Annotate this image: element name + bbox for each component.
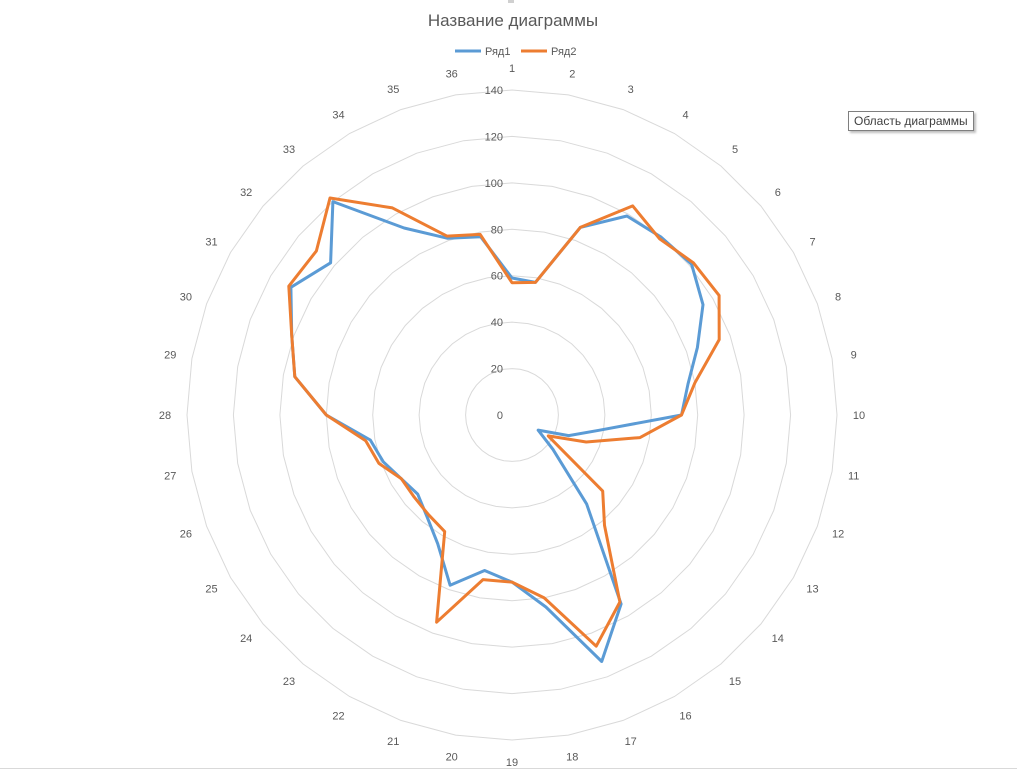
category-label: 36 <box>446 68 458 80</box>
series-lines <box>287 196 721 663</box>
category-label: 34 <box>332 110 344 122</box>
category-label: 13 <box>806 584 818 596</box>
category-label: 26 <box>180 529 192 541</box>
category-label: 11 <box>848 470 859 482</box>
category-label: 12 <box>832 529 844 541</box>
category-label: 1 <box>509 63 515 75</box>
category-label: 2 <box>569 68 575 80</box>
category-label: 19 <box>506 757 518 769</box>
grid-ring-140 <box>186 89 838 741</box>
r-tick-label: 140 <box>485 85 503 97</box>
category-label: 33 <box>283 144 295 156</box>
legend: Ряд1 Ряд2 <box>455 46 576 58</box>
category-label: 15 <box>729 676 741 688</box>
radial-tick-labels: 0 20 40 60 80 100 120 140 <box>485 85 503 422</box>
r-tick-label: 120 <box>485 131 503 143</box>
category-label: 5 <box>732 144 738 156</box>
category-label: 21 <box>387 736 399 748</box>
r-tick-label: 0 <box>497 410 503 422</box>
chart-area-tooltip: Область диаграммы <box>848 111 974 131</box>
category-label: 20 <box>446 752 458 764</box>
category-label: 29 <box>164 350 176 362</box>
grid-ring-20 <box>465 368 559 462</box>
r-tick-label: 20 <box>491 364 503 376</box>
resize-handle[interactable] <box>508 0 514 3</box>
category-label: 22 <box>332 711 344 723</box>
r-tick-label: 100 <box>485 178 503 190</box>
grid-ring-100 <box>279 182 745 648</box>
category-labels: 1 234567891011121314151617181920212223242… <box>159 63 865 769</box>
grid-ring-120 <box>232 135 792 695</box>
grid-ring-60 <box>372 275 652 555</box>
legend-label-2: Ряд2 <box>551 46 576 58</box>
grid-ring-40 <box>418 321 606 509</box>
category-label: 4 <box>682 110 688 122</box>
category-label: 31 <box>205 237 217 249</box>
sheet-divider <box>0 768 1017 769</box>
category-label: 8 <box>835 291 841 303</box>
category-label: 6 <box>775 187 781 199</box>
category-label: 32 <box>240 187 252 199</box>
category-label: 18 <box>566 752 578 764</box>
r-tick-label: 60 <box>491 271 503 283</box>
category-label: 24 <box>240 633 252 645</box>
category-label: 17 <box>625 736 637 748</box>
r-tick-label: 40 <box>491 317 503 329</box>
category-label: 16 <box>679 711 691 723</box>
grid-ring-80 <box>325 228 699 602</box>
category-label: 35 <box>387 84 399 96</box>
category-label: 7 <box>809 237 815 249</box>
category-label: 9 <box>851 350 857 362</box>
chart-title: Название диаграммы <box>428 11 598 30</box>
series-line-2[interactable] <box>287 196 721 648</box>
category-label: 28 <box>159 410 171 422</box>
category-label: 30 <box>180 291 192 303</box>
category-label: 14 <box>772 633 784 645</box>
category-label: 25 <box>205 584 217 596</box>
legend-label-1: Ряд1 <box>485 46 510 58</box>
r-tick-label: 80 <box>491 224 503 236</box>
category-label: 23 <box>283 676 295 688</box>
radar-grid <box>186 89 838 741</box>
category-label: 27 <box>164 470 176 482</box>
category-label: 10 <box>853 410 865 422</box>
category-label: 3 <box>628 84 634 96</box>
